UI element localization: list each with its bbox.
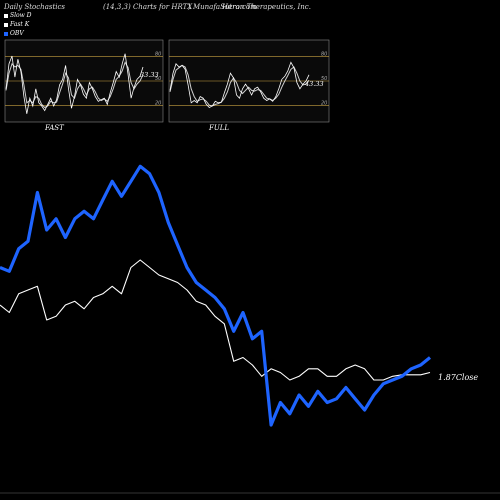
- price-obv-chart: [0, 164, 432, 427]
- legend-fast-k-swatch: [4, 22, 8, 27]
- series-obv: [0, 164, 432, 427]
- close-price-label: 1.87Close: [438, 373, 478, 382]
- full-grid: 20 50 80: [169, 51, 329, 107]
- full-level-label-50: 50: [321, 76, 327, 82]
- fast-panel-label: FAST: [44, 124, 65, 132]
- full-stochastic-panel: 20 50 80 43.33 FULL: [168, 39, 330, 132]
- fast-lines: [5, 53, 144, 114]
- legend-fast-k-label: Fast K: [10, 21, 30, 28]
- full-level-label-20: 20: [321, 101, 327, 107]
- fast-value-label: 33.33: [140, 71, 159, 79]
- legend-obv-label: OBV: [10, 30, 24, 37]
- full-panel-label: FULL: [208, 124, 229, 132]
- fast-level-label-80: 80: [155, 51, 161, 57]
- chart-subtitle: (14,3,3) Charts for HRTX: [103, 3, 193, 11]
- series-close: [0, 259, 431, 381]
- full-series-d: [169, 64, 310, 107]
- fast-level-label-50: 50: [155, 76, 161, 82]
- fast-level-label-20: 20: [155, 101, 161, 107]
- legend-fast-k: Fast K: [4, 21, 29, 28]
- legend-slow-d-label: Slow D: [10, 12, 32, 19]
- legend-slow-d: Slow D: [4, 12, 32, 19]
- fast-stochastic-panel: 20 50 80 33.33 FAST: [4, 39, 164, 132]
- company-name: Heron Therapeutics, Inc.: [222, 3, 311, 11]
- full-value-label: 43.33: [304, 80, 324, 88]
- legend-obv-swatch: [4, 31, 8, 36]
- legend-slow-d-swatch: [4, 13, 8, 18]
- full-series-k: [169, 61, 310, 108]
- legend-obv: OBV: [4, 30, 24, 37]
- source-label: ) MunafaSutra.com: [188, 3, 257, 11]
- full-level-label-80: 80: [321, 51, 327, 57]
- full-lines: [169, 61, 310, 108]
- chart-caption: Daily Stochastics: [4, 3, 66, 11]
- fast-series-d: [5, 61, 144, 109]
